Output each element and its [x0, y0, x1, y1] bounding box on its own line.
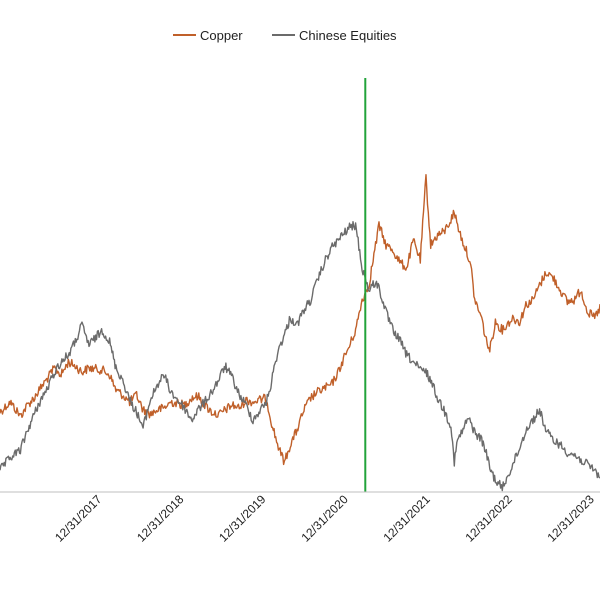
x-tick-label: 12/31/2021	[380, 492, 433, 545]
x-tick-label: 12/31/2018	[134, 492, 187, 545]
series-line-copper	[0, 174, 600, 466]
x-tick-label: 12/31/2022	[462, 492, 515, 545]
x-axis-ticks: 12/31/2017 12/31/2018 12/31/2019 12/31/2020…	[52, 492, 597, 545]
x-tick-label: 12/31/2023	[544, 492, 597, 545]
series-layer	[0, 174, 600, 492]
x-tick-label: 12/31/2019	[216, 492, 269, 545]
legend-label-copper: Copper	[200, 28, 243, 43]
legend-label-chinese-equities: Chinese Equities	[299, 28, 397, 43]
series-line-chinese-equities	[0, 221, 600, 492]
legend: Copper Chinese Equities	[173, 28, 397, 43]
x-tick-label: 12/31/2020	[298, 492, 351, 545]
x-tick-label: 12/31/2017	[52, 492, 105, 545]
